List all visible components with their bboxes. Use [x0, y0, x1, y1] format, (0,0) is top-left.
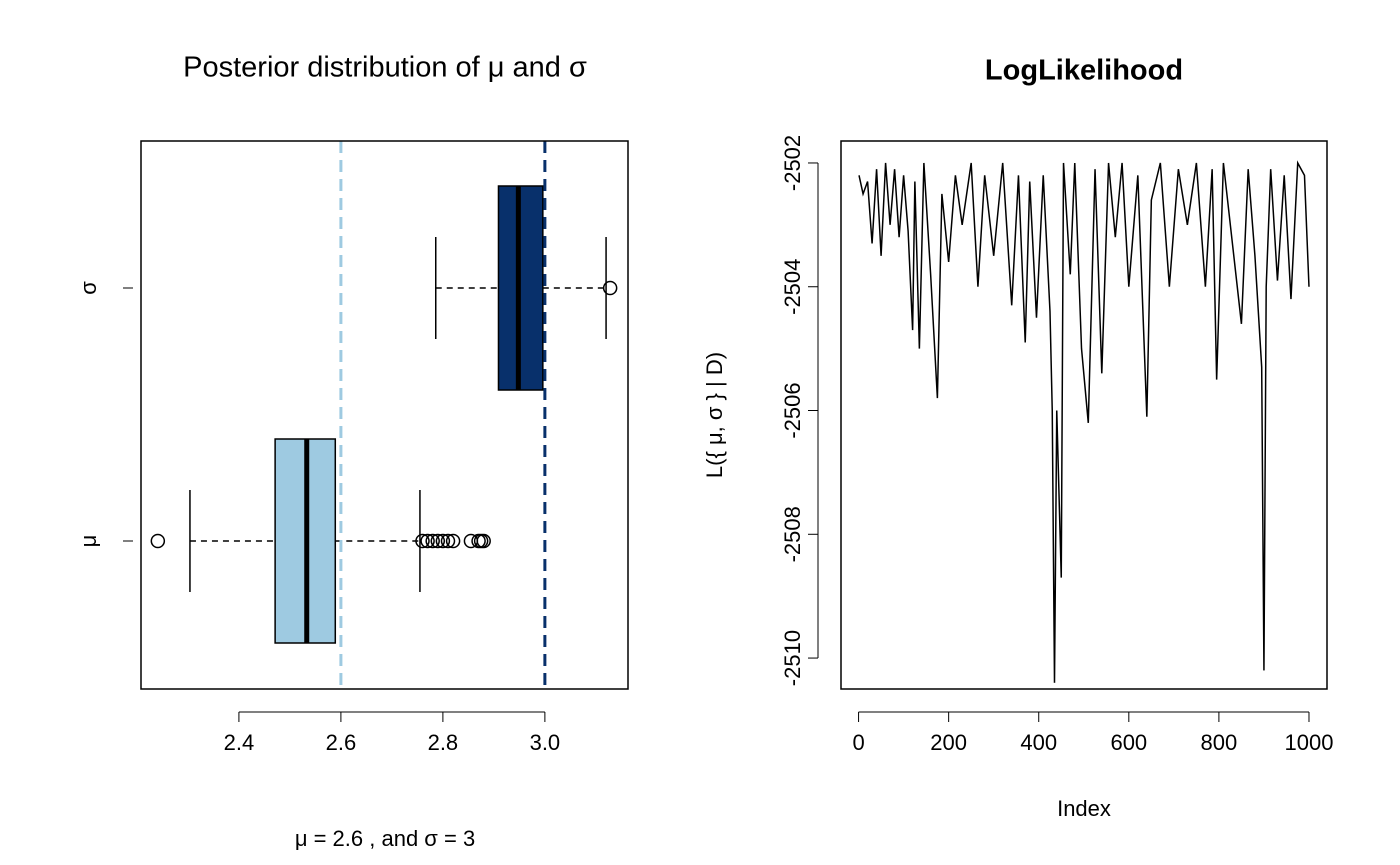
x-tick-label: 2.8 — [428, 730, 459, 755]
outlier — [440, 533, 456, 549]
chart-title: Posterior distribution of μ and σ — [183, 52, 587, 84]
x-tick-label: 600 — [1110, 730, 1147, 755]
outlier — [415, 533, 430, 549]
plot-frame — [140, 140, 629, 690]
y-tick-label: σ — [76, 281, 101, 295]
line-series — [858, 160, 1310, 683]
outlier — [476, 533, 491, 549]
y-axis-label: L({ μ, σ } | D) — [702, 352, 727, 478]
outlier — [435, 533, 451, 549]
chart-title: LogLikelihood — [985, 55, 1183, 87]
x-tick-label: 0 — [852, 730, 864, 755]
x-tick-label: 2.4 — [224, 730, 255, 755]
y-tick-label: -2502 — [780, 135, 805, 191]
outlier — [150, 533, 166, 549]
plot-frame — [840, 140, 1328, 690]
y-tick-label: -2510 — [780, 630, 805, 686]
y-tick-label: -2506 — [780, 382, 805, 438]
x-tick-label: 1000 — [1285, 730, 1334, 755]
subtitle: μ = 2.6 , and σ = 3 — [295, 826, 475, 851]
outlier — [445, 533, 461, 549]
y-tick-label: μ — [76, 535, 101, 548]
x-axis-label: Index — [1057, 796, 1111, 821]
y-tick-label: -2508 — [780, 506, 805, 562]
y-tick-label: -2504 — [780, 259, 805, 315]
outlier — [420, 533, 435, 549]
x-tick-label: 3.0 — [530, 730, 561, 755]
outlier — [425, 533, 440, 549]
x-tick-label: 200 — [930, 730, 967, 755]
x-tick-label: 800 — [1201, 730, 1238, 755]
x-tick-label: 2.6 — [326, 730, 357, 755]
outlier — [602, 280, 618, 296]
x-tick-label: 400 — [1020, 730, 1057, 755]
outlier — [430, 533, 446, 549]
outlier — [463, 533, 479, 549]
